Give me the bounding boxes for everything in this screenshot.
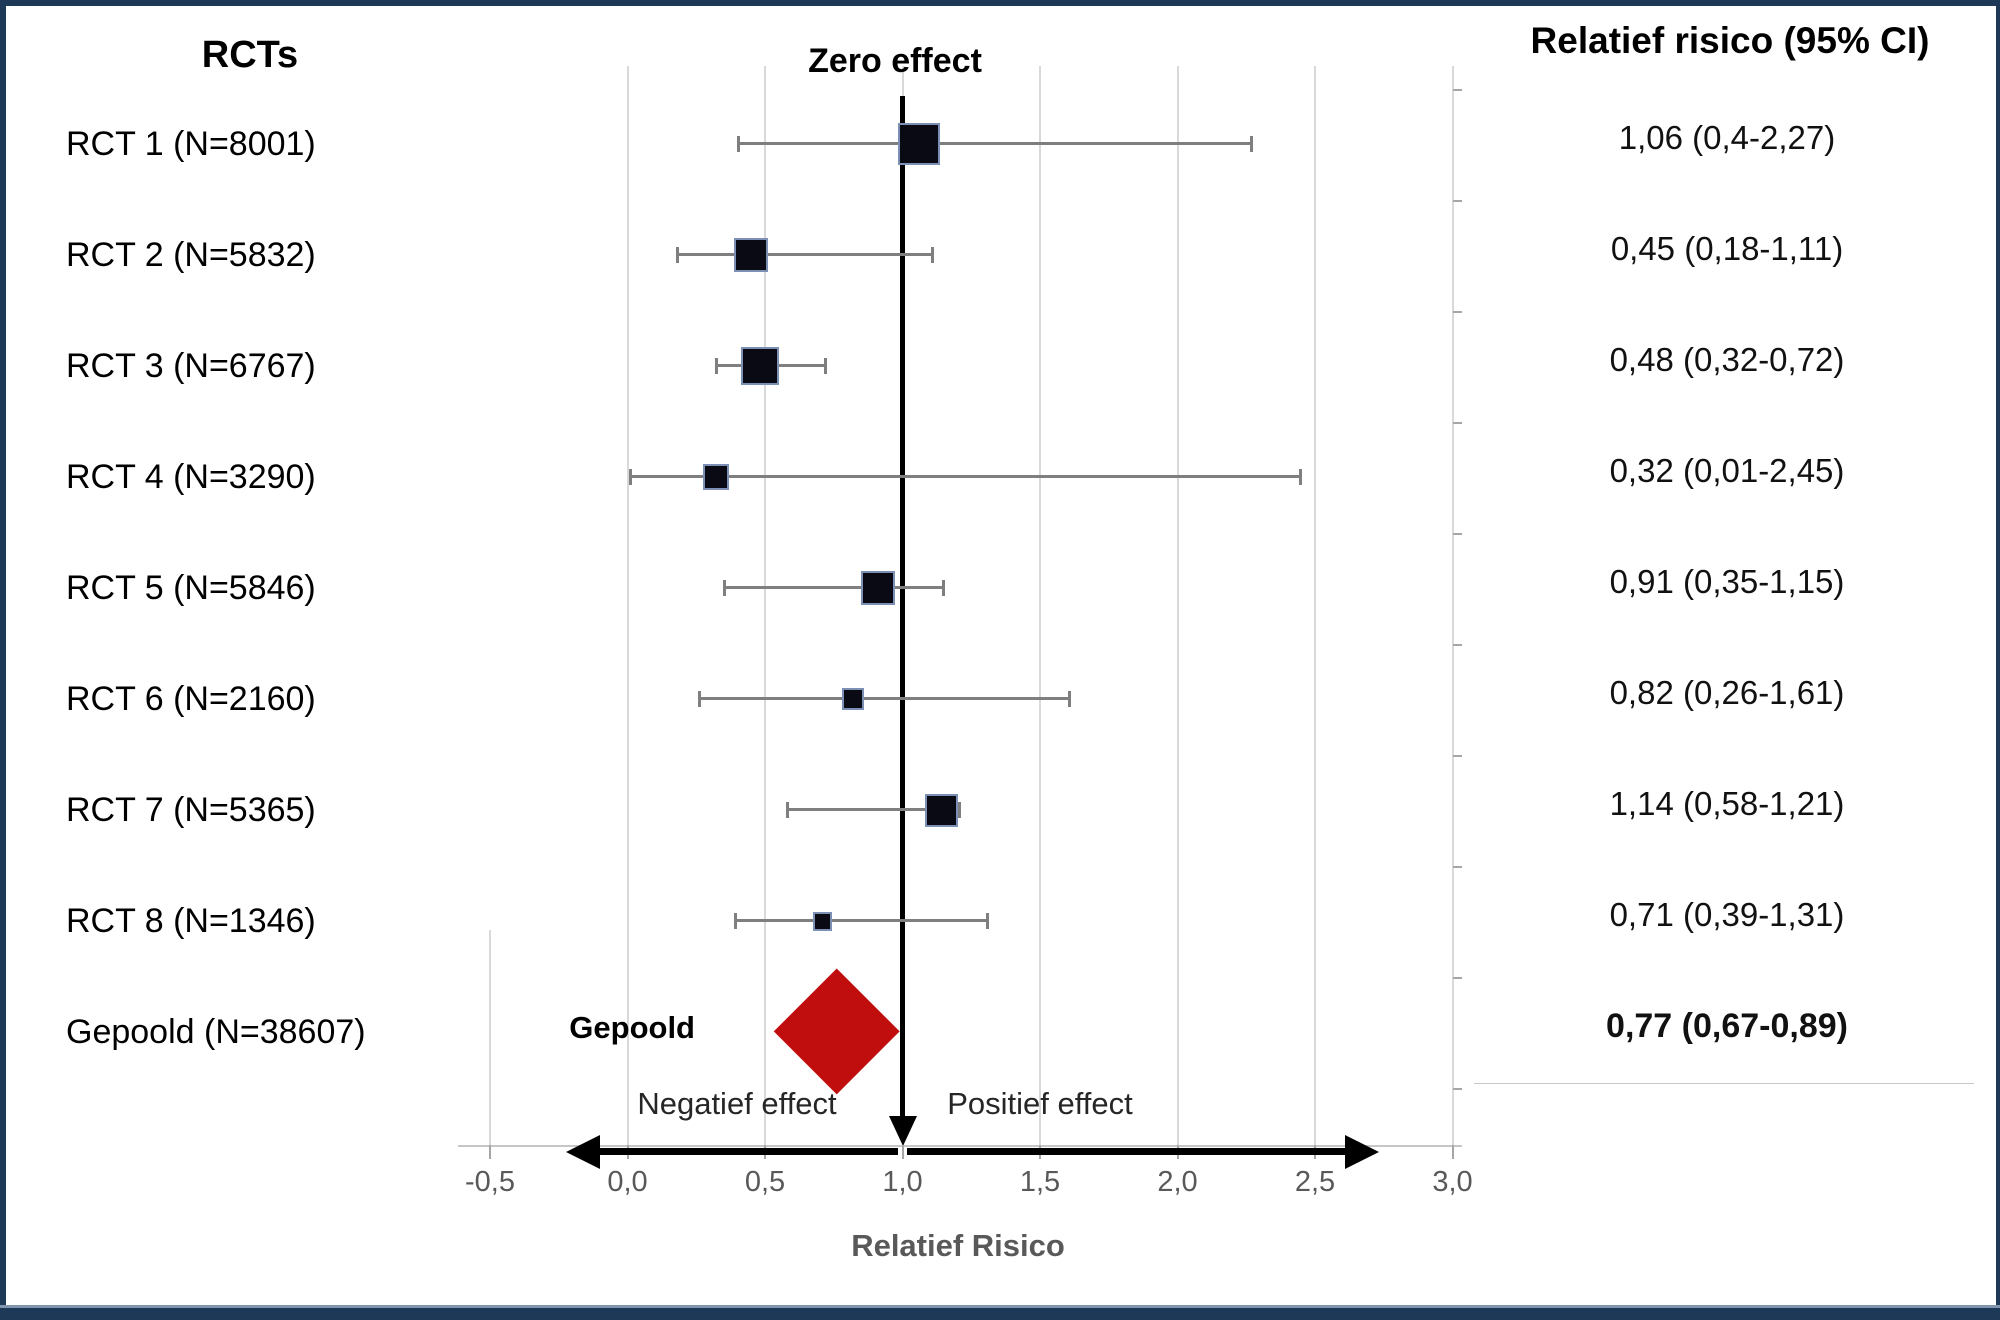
ci-whisker (677, 253, 933, 256)
ci-cap-left (733, 913, 737, 929)
ci-cap-left (714, 358, 718, 374)
ci-whisker (699, 697, 1071, 700)
x-tick-label: 0,0 (607, 1166, 648, 1198)
effect-square-marker (702, 464, 729, 490)
right-axis-tick (1452, 421, 1462, 424)
ci-value: 0,91 (0,35-1,15) (1609, 563, 1845, 600)
ci-value: 0,71 (0,39-1,31) (1609, 896, 1845, 933)
right-axis-tick (1452, 643, 1462, 646)
ci-cap-left (629, 469, 633, 485)
study-label: RCT 7 (N=5365) (66, 791, 316, 829)
study-label: RCT 5 (N=5846) (66, 569, 316, 607)
frame-left (0, 0, 6, 1320)
effect-square-marker (740, 347, 779, 385)
x-axis-tick (1451, 1145, 1454, 1159)
ci-column-header: Relatief risico (95% CI) (1530, 20, 1930, 61)
x-tick-label: 2,5 (1294, 1166, 1336, 1198)
frame-bottom-accent (0, 1305, 2000, 1308)
effect-square-marker (842, 688, 864, 710)
study-label: RCT 8 (N=1346) (66, 902, 316, 940)
frame-bottom (0, 1308, 2000, 1320)
ci-cap-right (930, 247, 934, 263)
study-label: RCT 1 (N=8001) (66, 125, 316, 163)
zero-effect-line (900, 96, 905, 1116)
ci-cap-left (786, 802, 789, 818)
ci-whisker (734, 919, 988, 922)
pooled-ci-value: 0,77 (0,67-0,89) (1606, 1007, 1848, 1045)
gridline (1451, 66, 1454, 1145)
x-axis-title: Relatief Risico (851, 1228, 1065, 1263)
study-column-header: RCTs (201, 34, 299, 76)
gridline (764, 66, 766, 1145)
ci-whisker (630, 475, 1302, 478)
x-axis-tick (489, 1145, 491, 1159)
ci-cap-left (736, 136, 740, 152)
ci-cap-left (676, 247, 679, 263)
effect-square-marker (734, 238, 769, 272)
ci-cap-right (985, 913, 989, 929)
right-axis-tick (1452, 754, 1462, 757)
effect-square-marker (860, 571, 895, 605)
x-tick-label: 3,0 (1432, 1166, 1473, 1198)
frame-top (0, 0, 2000, 6)
study-label: RCT 3 (N=6767) (66, 347, 316, 385)
ci-cap-right (1249, 136, 1253, 152)
zero-effect-arrowhead-icon (888, 1116, 917, 1146)
study-label: RCT 4 (N=3290) (66, 458, 316, 496)
effect-arrow-left-segment (600, 1148, 898, 1155)
effect-square-marker (813, 911, 833, 931)
pooled-study-label: Gepoold (N=38607) (66, 1013, 366, 1051)
x-axis-tick (901, 1145, 904, 1159)
x-tick-label: -0,5 (465, 1166, 515, 1198)
ci-value: 0,32 (0,01-2,45) (1609, 452, 1845, 489)
effect-arrow-right-segment (907, 1148, 1345, 1155)
gridline (1176, 66, 1179, 1145)
right-axis-tick (1452, 1087, 1462, 1090)
pooled-diamond-marker (773, 968, 900, 1096)
gridline (489, 930, 491, 1145)
ci-cap-right (1068, 691, 1072, 707)
right-axis-tick (1452, 88, 1462, 91)
ci-cap-right (1299, 469, 1303, 485)
right-axis-tick (1452, 976, 1462, 979)
ci-value: 0,45 (0,18-1,11) (1610, 230, 1844, 267)
frame-right (1996, 0, 2000, 1320)
right-axis-tick (1452, 310, 1462, 313)
ci-whisker (737, 142, 1252, 145)
right-axis-tick (1452, 865, 1462, 868)
ci-whisker (723, 586, 944, 589)
x-tick-label: 1,5 (1019, 1166, 1061, 1198)
ci-value: 1,14 (0,58-1,21) (1609, 785, 1845, 822)
x-tick-label: 0,5 (744, 1166, 786, 1198)
right-axis-tick (1452, 532, 1462, 535)
ci-cap-right (823, 358, 827, 374)
ci-value: 1,06 (0,4-2,27) (1618, 119, 1836, 156)
ci-column-separator (1474, 1083, 1974, 1084)
positive-effect-label: Positief effect (947, 1086, 1133, 1121)
ci-cap-left (698, 691, 701, 707)
ci-whisker (787, 808, 961, 811)
pooled-marker-label: Gepoold (569, 1010, 695, 1045)
right-axis-tick (1452, 199, 1462, 202)
ci-cap-right (958, 802, 962, 818)
ci-cap-left (722, 580, 726, 596)
ci-value: 0,82 (0,26-1,61) (1609, 674, 1845, 711)
effect-square-marker (924, 793, 958, 827)
gridline (1039, 66, 1041, 1145)
gridline (1314, 66, 1316, 1145)
x-tick-label: 2,0 (1157, 1166, 1198, 1198)
x-axis-line (458, 1145, 1462, 1147)
negative-effect-label: Negatief effect (637, 1086, 837, 1121)
study-label: RCT 2 (N=5832) (66, 236, 316, 274)
effect-arrow-left-head-icon (566, 1135, 600, 1169)
ci-value: 0,48 (0,32-0,72) (1609, 341, 1845, 378)
ci-cap-right (941, 580, 945, 596)
effect-square-marker (898, 123, 940, 165)
study-label: RCT 6 (N=2160) (66, 680, 316, 718)
zero-effect-label: Zero effect (808, 42, 982, 80)
x-tick-label: 1,0 (882, 1166, 923, 1198)
gridline (626, 66, 629, 1145)
effect-arrow-right-head-icon (1345, 1135, 1379, 1169)
